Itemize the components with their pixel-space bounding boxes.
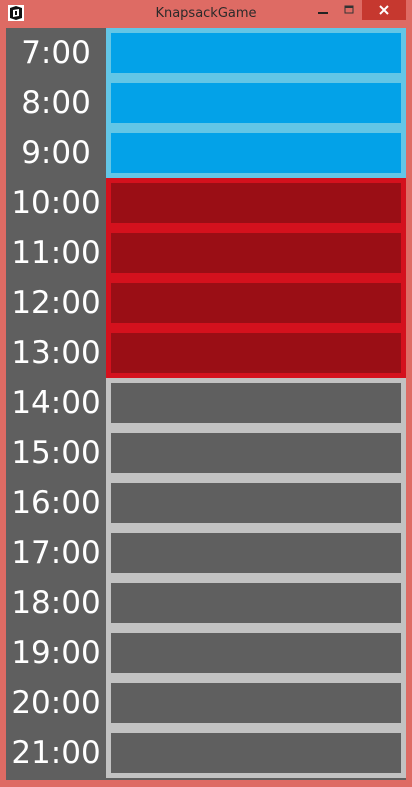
time-slot[interactable] — [111, 383, 401, 423]
time-label: 7:00 — [21, 35, 91, 71]
minimize-icon — [318, 12, 328, 14]
maximize-icon — [344, 5, 354, 14]
time-label: 20:00 — [11, 685, 101, 721]
time-slot[interactable] — [111, 533, 401, 573]
time-label: 10:00 — [11, 185, 101, 221]
close-button[interactable] — [362, 0, 406, 20]
time-slot[interactable] — [111, 633, 401, 673]
time-slot[interactable] — [111, 483, 401, 523]
time-slot[interactable] — [111, 733, 401, 773]
time-slot[interactable] — [111, 583, 401, 623]
time-label: 9:00 — [21, 135, 91, 171]
time-slot[interactable] — [111, 83, 401, 123]
time-label: 18:00 — [11, 585, 101, 621]
time-label: 12:00 — [11, 285, 101, 321]
schedule-block[interactable] — [106, 28, 406, 178]
time-label: 13:00 — [11, 335, 101, 371]
schedule-area: 7:00 8:00 9:00 10:00 11:00 12:00 13:00 14:00 15:… — [6, 28, 406, 780]
time-slot[interactable] — [111, 233, 401, 273]
minimize-button[interactable] — [312, 0, 334, 20]
time-label: 19:00 — [11, 635, 101, 671]
time-label: 8:00 — [21, 85, 91, 121]
time-label: 11:00 — [11, 235, 101, 271]
app-icon — [8, 5, 24, 21]
maximize-button[interactable] — [338, 0, 360, 20]
time-label: 14:00 — [11, 385, 101, 421]
time-label: 17:00 — [11, 535, 101, 571]
time-slot[interactable] — [111, 333, 401, 373]
time-slot[interactable] — [111, 133, 401, 173]
window-title: KnapsackGame — [155, 6, 257, 21]
time-slot[interactable] — [111, 33, 401, 73]
time-slot[interactable] — [111, 283, 401, 323]
schedule-block[interactable] — [106, 378, 406, 778]
title-bar[interactable]: KnapsackGame — [0, 0, 412, 28]
schedule-block[interactable] — [106, 178, 406, 378]
time-column: 7:00 8:00 9:00 10:00 11:00 12:00 13:00 14:00 15:… — [6, 28, 106, 780]
time-slot[interactable] — [111, 683, 401, 723]
time-label: 21:00 — [11, 735, 101, 771]
time-label: 15:00 — [11, 435, 101, 471]
close-icon — [379, 5, 389, 15]
time-slot[interactable] — [111, 433, 401, 473]
time-slot[interactable] — [111, 183, 401, 223]
time-label: 16:00 — [11, 485, 101, 521]
